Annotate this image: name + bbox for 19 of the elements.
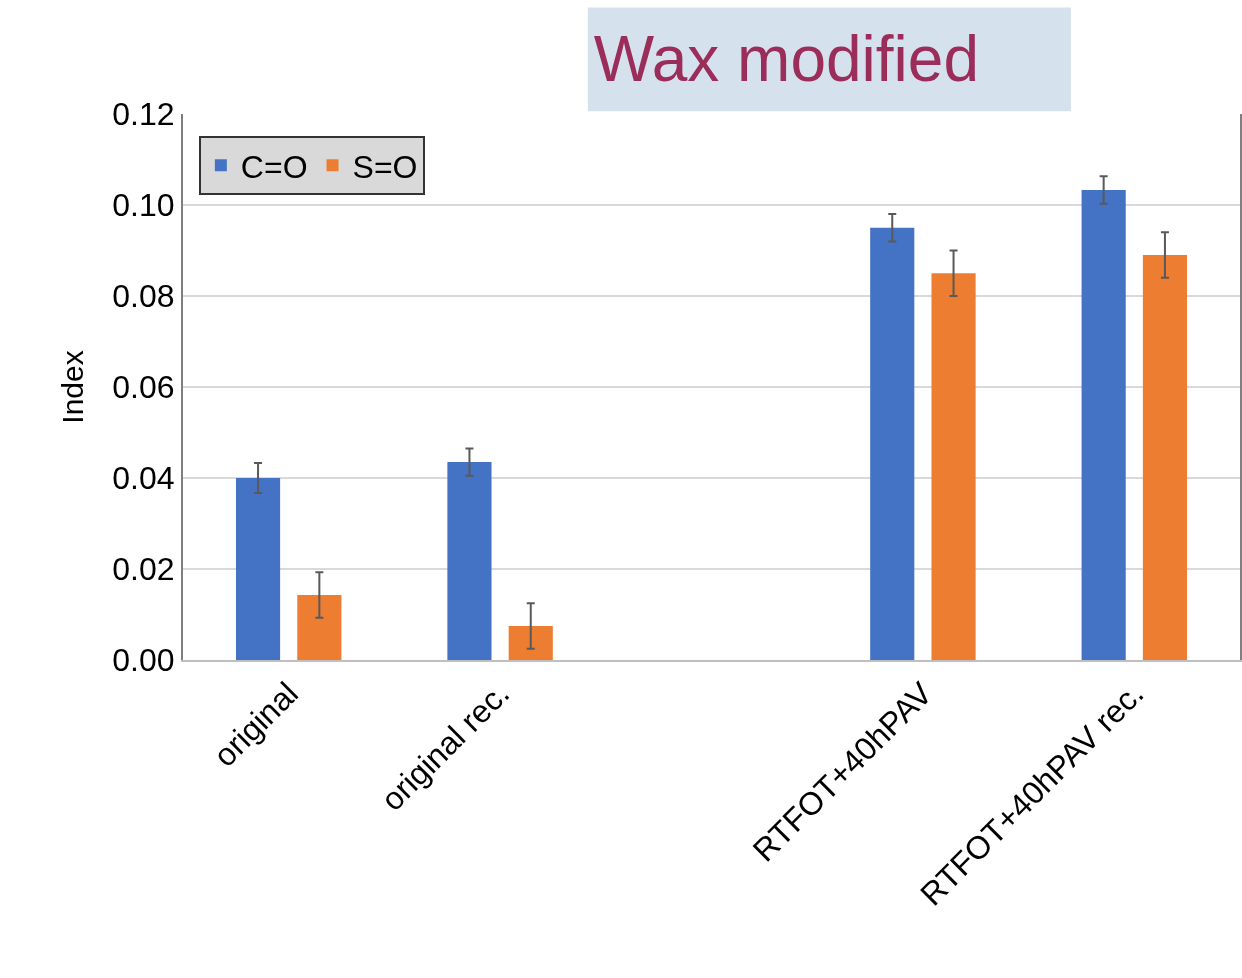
- y-axis-title: Index: [55, 350, 89, 424]
- y-tick-label: 0.10: [112, 187, 175, 224]
- legend-label: C=O: [240, 148, 308, 185]
- y-tick-label: 0.04: [112, 460, 175, 497]
- bar: [931, 273, 976, 660]
- y-tick-label: 0.08: [112, 278, 175, 315]
- bar: [870, 227, 915, 660]
- y-tick-label: 0.06: [112, 369, 175, 406]
- y-tick-label: 0.02: [112, 551, 175, 588]
- chart-title: Wax modified: [593, 23, 979, 96]
- y-tick-label: 0.00: [112, 642, 175, 679]
- bar: [1142, 255, 1188, 660]
- y-tick-label: 0.12: [112, 96, 175, 133]
- legend-label: S=O: [352, 148, 418, 185]
- bar: [447, 462, 492, 660]
- bar: [235, 478, 281, 660]
- bar: [1081, 189, 1126, 660]
- bar: [508, 625, 553, 660]
- bar: [297, 594, 342, 660]
